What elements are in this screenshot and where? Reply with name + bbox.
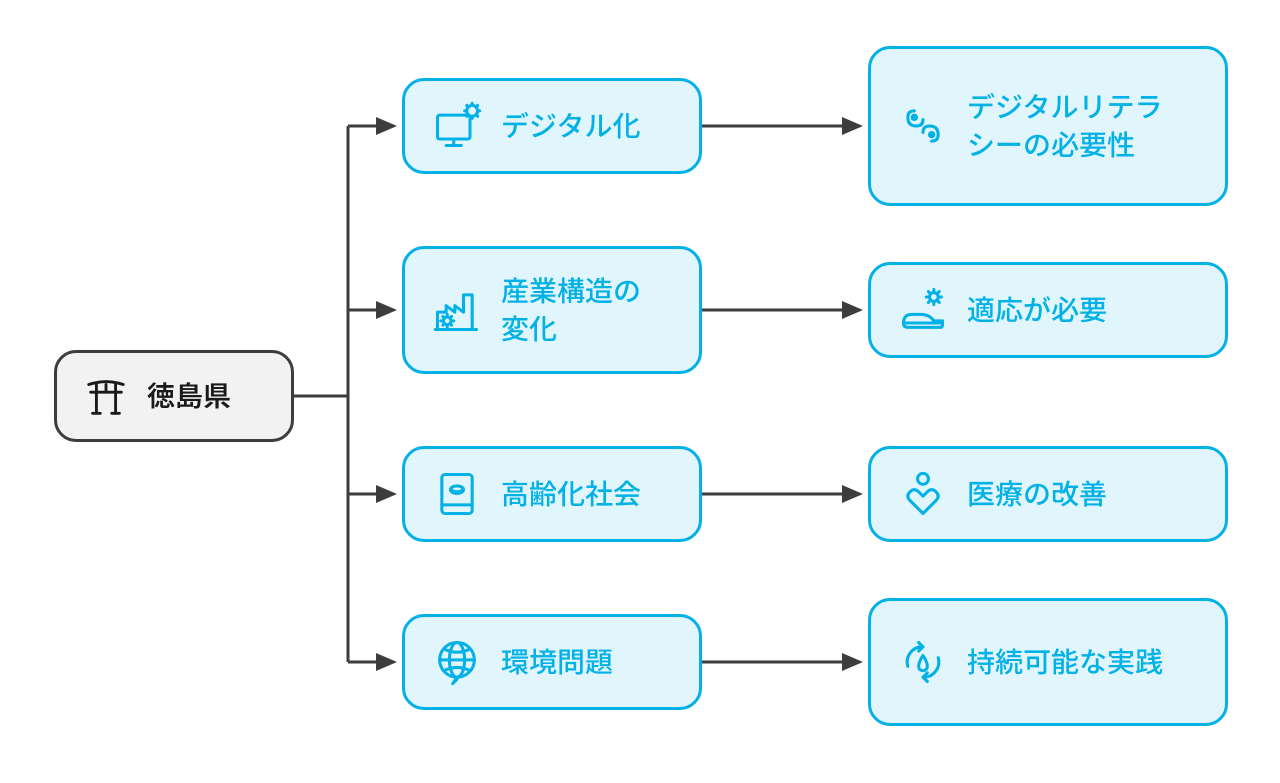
l1-label-3: 環境問題 <box>501 643 613 681</box>
root-node: 徳島県 <box>54 350 294 442</box>
globe-chat-icon <box>431 636 483 688</box>
l2-node-3: 持続可能な実践 <box>868 598 1228 726</box>
root-label: 徳島県 <box>147 377 231 415</box>
person-heart-icon <box>897 468 949 520</box>
swirl-icon <box>897 100 949 152</box>
l2-label-2: 医療の改善 <box>967 475 1107 513</box>
l1-node-3: 環境問題 <box>402 614 702 710</box>
factory-icon <box>431 284 483 336</box>
recycle-drop-icon <box>897 636 949 688</box>
l2-label-3: 持続可能な実践 <box>967 643 1163 681</box>
l1-node-2: 高齢化社会 <box>402 446 702 542</box>
l1-node-1: 産業構造の変化 <box>402 246 702 374</box>
l1-label-0: デジタル化 <box>501 107 640 145</box>
l1-label-2: 高齢化社会 <box>501 475 641 513</box>
l2-node-1: 適応が必要 <box>868 262 1228 358</box>
monitor-gear-icon <box>431 100 483 152</box>
torii-icon <box>83 373 129 419</box>
l2-node-2: 医療の改善 <box>868 446 1228 542</box>
l2-label-0: デジタルリテラシーの必要性 <box>967 88 1187 164</box>
l1-node-0: デジタル化 <box>402 78 702 174</box>
l2-label-1: 適応が必要 <box>967 291 1107 329</box>
l1-label-1: 産業構造の変化 <box>501 272 661 348</box>
book-icon <box>431 468 483 520</box>
shoe-gear-icon <box>897 284 949 336</box>
l2-node-0: デジタルリテラシーの必要性 <box>868 46 1228 206</box>
